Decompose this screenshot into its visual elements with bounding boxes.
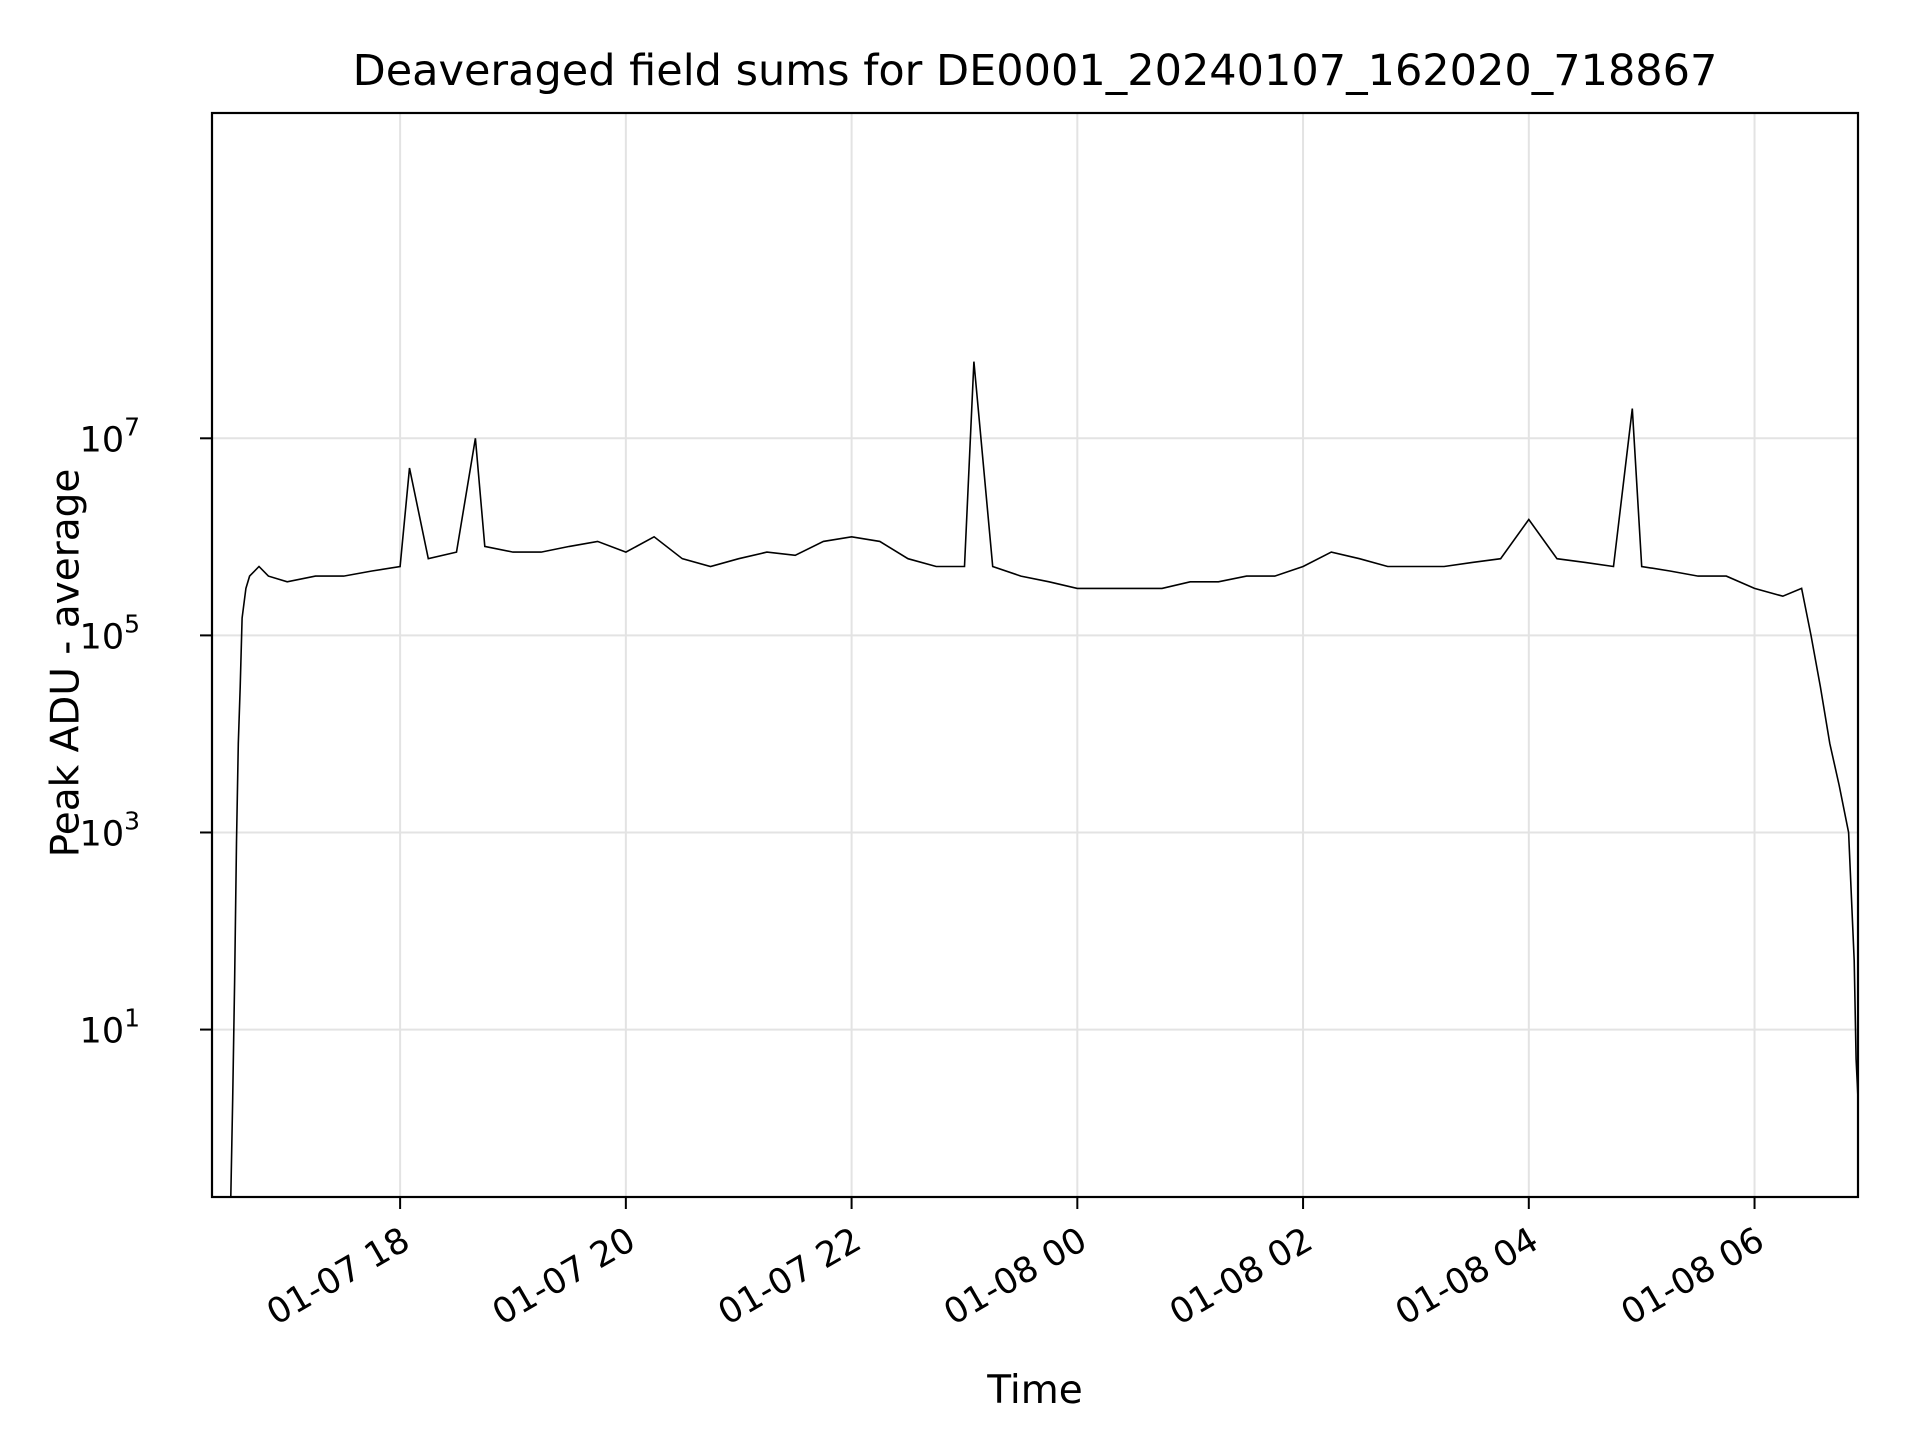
x-tick-label: 01-08 02 [1163, 1220, 1319, 1333]
y-tick-label: 107 [80, 412, 140, 460]
y-tick-label: 105 [80, 609, 140, 657]
chart-title: Deaveraged field sums for DE0001_2024010… [352, 46, 1718, 96]
x-tick-label: 01-07 20 [486, 1220, 642, 1333]
x-tick-label: 01-08 04 [1389, 1220, 1545, 1333]
x-tick-label: 01-07 22 [712, 1220, 868, 1333]
x-axis-label: Time [987, 1368, 1083, 1413]
x-tick-label: 01-07 18 [260, 1220, 416, 1333]
series-line [230, 361, 1859, 1198]
y-tick-label: 101 [80, 1004, 140, 1052]
x-tick-label: 01-08 06 [1615, 1220, 1771, 1333]
axes-frame [210, 111, 1860, 1199]
x-tick-label: 01-08 00 [938, 1220, 1094, 1333]
y-tick-label: 103 [80, 806, 140, 854]
